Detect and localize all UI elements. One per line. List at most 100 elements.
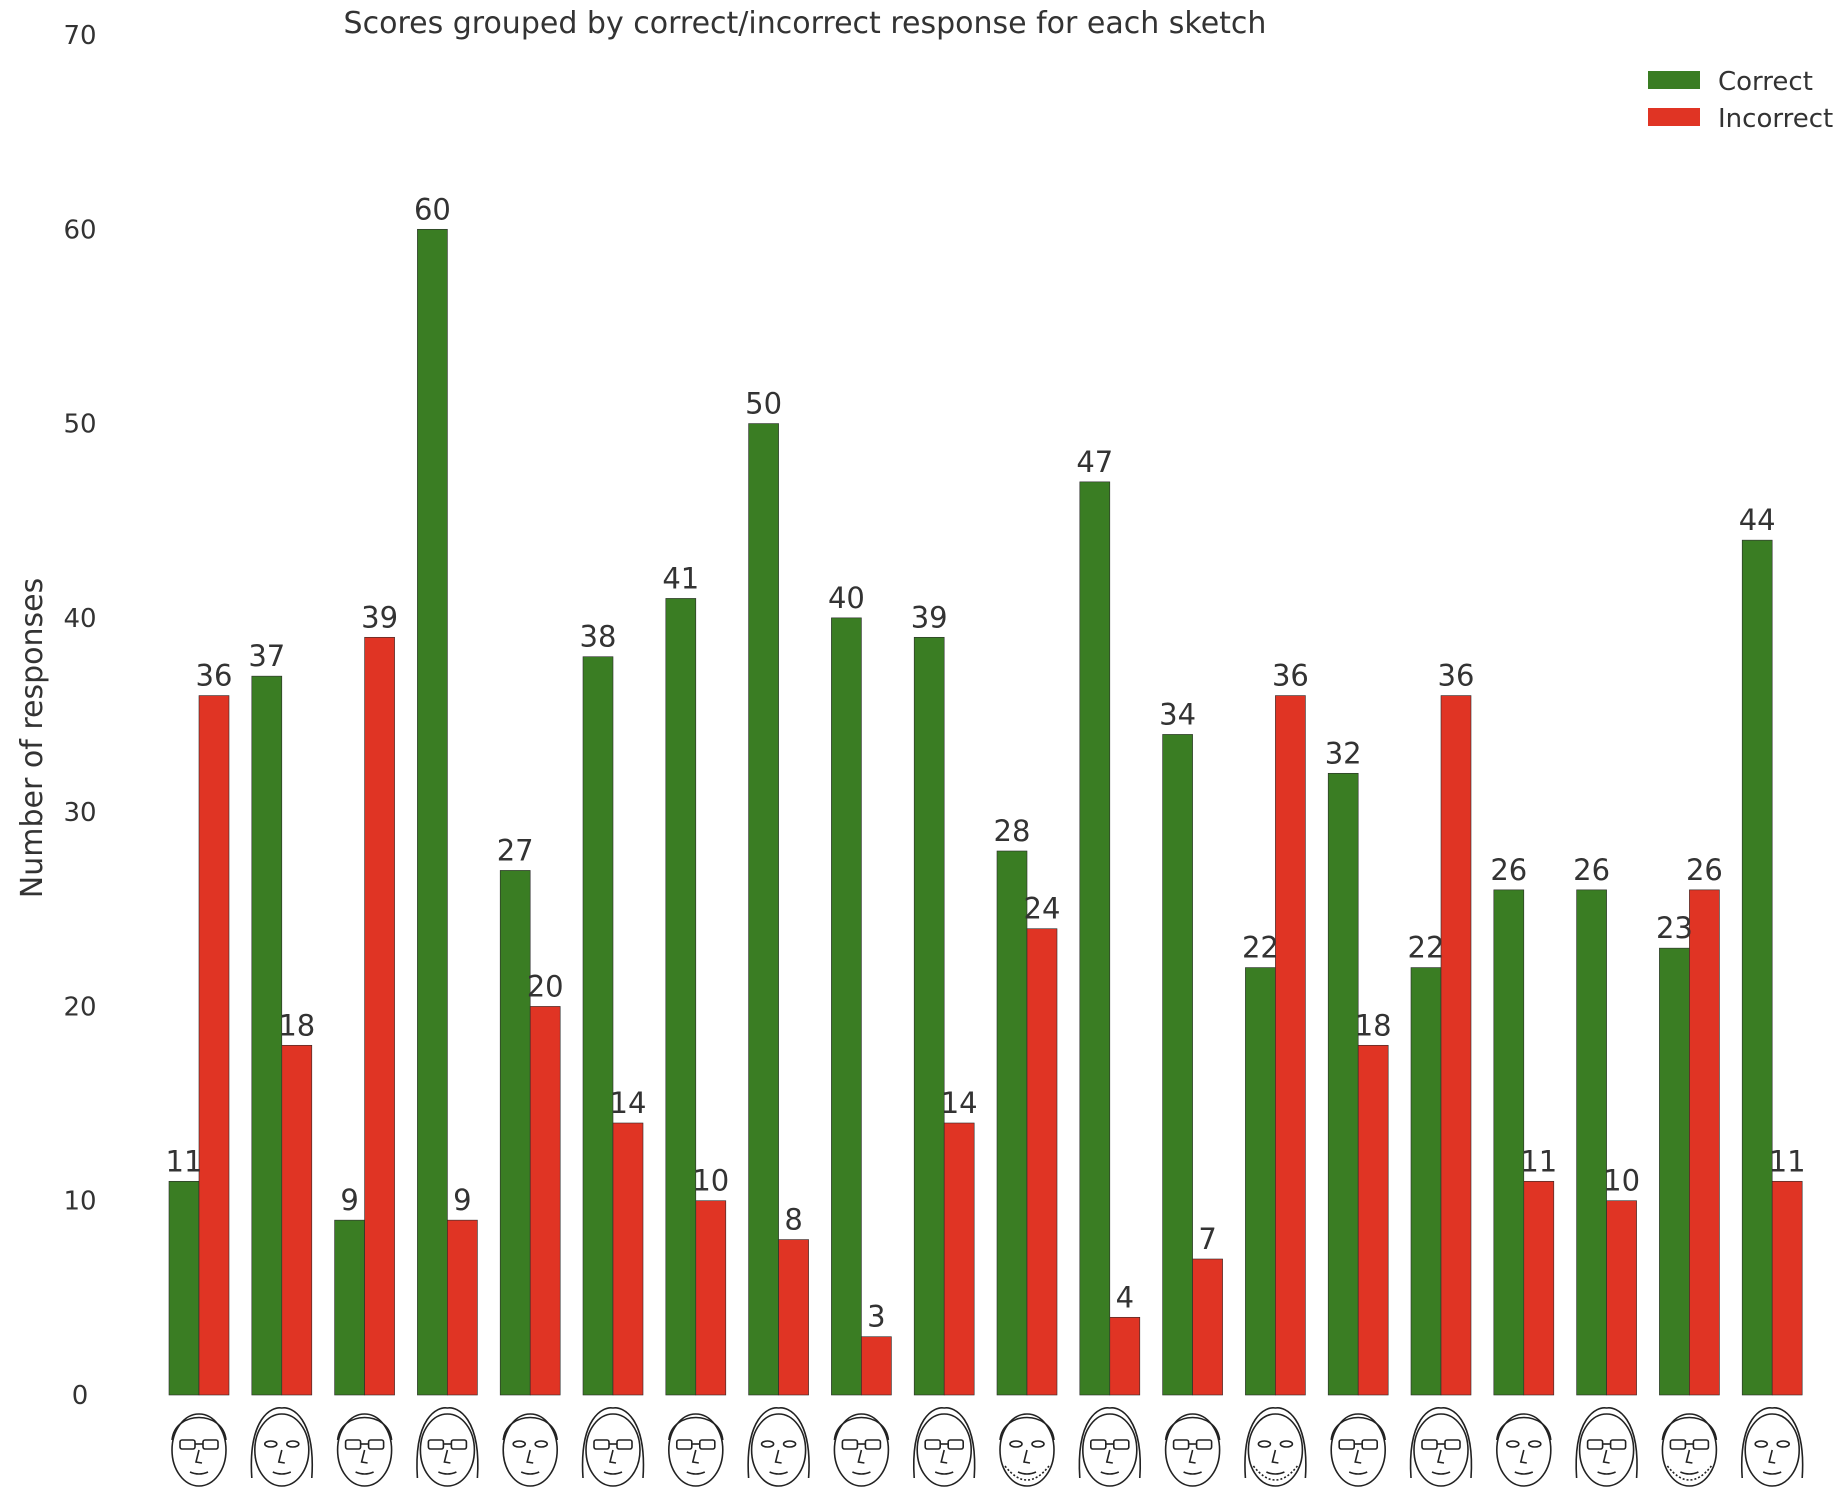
- value-label-incorrect-2: 18: [278, 1008, 315, 1042]
- sketch-face-icon: [833, 1413, 890, 1487]
- x-axis-sketches: [171, 1407, 1804, 1487]
- bar-correct-4: [417, 228, 448, 1396]
- y-tick-label: 60: [63, 215, 96, 245]
- bar-correct-16: [1410, 967, 1442, 1396]
- sketch-face-icon: [1164, 1413, 1221, 1487]
- bar-correct-6: [582, 656, 614, 1396]
- bar-incorrect-18: [1606, 1200, 1637, 1396]
- value-label-incorrect-12: 4: [1116, 1280, 1134, 1314]
- value-label-correct-7: 41: [662, 561, 699, 595]
- sketch-face-icon: [1330, 1413, 1386, 1487]
- value-label-incorrect-11: 24: [1024, 892, 1061, 926]
- legend-label-correct: Correct: [1718, 67, 1813, 97]
- bar-correct-14: [1245, 967, 1276, 1396]
- legend-label-incorrect: Incorrect: [1718, 104, 1833, 134]
- chart-title: Scores grouped by correct/incorrect resp…: [344, 6, 1267, 41]
- bar-incorrect-13: [1192, 1258, 1223, 1396]
- bar-incorrect-14: [1275, 695, 1306, 1396]
- bar-incorrect-7: [695, 1200, 727, 1396]
- bar-correct-5: [499, 870, 531, 1396]
- value-label-correct-16: 22: [1408, 931, 1445, 965]
- bar-correct-19: [1659, 947, 1690, 1396]
- sketch-face-icon: [502, 1413, 559, 1487]
- sketch-face-icon: [667, 1413, 724, 1487]
- sketch-face-icon: [1575, 1407, 1638, 1487]
- sketch-face-icon: [336, 1413, 393, 1487]
- bar-incorrect-10: [943, 1122, 975, 1396]
- sketch-face-icon: [1078, 1407, 1142, 1487]
- value-label-correct-9: 40: [828, 581, 865, 615]
- value-label-incorrect-8: 8: [784, 1203, 802, 1237]
- value-label-incorrect-3: 39: [361, 600, 398, 634]
- bar-correct-2: [251, 675, 283, 1396]
- bar-correct-3: [334, 1219, 365, 1396]
- bar-incorrect-2: [281, 1044, 313, 1396]
- sketch-face-icon: [999, 1413, 1055, 1487]
- bar-correct-8: [748, 423, 779, 1396]
- bar-correct-9: [831, 617, 862, 1396]
- bar-incorrect-20: [1771, 1180, 1803, 1396]
- value-label-incorrect-4: 9: [453, 1183, 471, 1217]
- sketch-face-icon: [1661, 1413, 1718, 1487]
- bar-incorrect-4: [447, 1219, 478, 1396]
- sketch-face-icon: [171, 1413, 227, 1487]
- value-label-incorrect-9: 3: [867, 1300, 885, 1334]
- bar-incorrect-5: [529, 1006, 561, 1396]
- value-label-correct-20: 44: [1739, 503, 1776, 537]
- bar-correct-13: [1162, 734, 1193, 1396]
- value-label-correct-12: 47: [1076, 445, 1113, 479]
- bar-incorrect-8: [778, 1239, 809, 1396]
- value-label-incorrect-10: 14: [941, 1086, 978, 1120]
- bar-correct-11: [996, 850, 1028, 1396]
- value-label-incorrect-7: 10: [692, 1164, 729, 1198]
- value-label-incorrect-14: 36: [1272, 659, 1309, 693]
- value-label-incorrect-19: 26: [1686, 853, 1723, 887]
- y-tick-label: 10: [63, 1187, 96, 1217]
- y-axis-label: Number of responses: [15, 578, 50, 898]
- value-labels: 11 36 37 18 9 39 60 9 27 20 38 14 41 10 50 8 40 3 39 14 28 24…: [166, 192, 1806, 1333]
- bar-incorrect-9: [861, 1336, 892, 1396]
- bar-incorrect-19: [1689, 889, 1720, 1396]
- bar-incorrect-16: [1440, 695, 1472, 1396]
- sketch-face-icon: [1244, 1407, 1307, 1487]
- value-label-incorrect-1: 36: [196, 659, 233, 693]
- value-label-correct-19: 23: [1656, 911, 1693, 945]
- legend: Correct Incorrect: [1648, 67, 1833, 134]
- sketch-face-icon: [416, 1407, 479, 1487]
- y-tick-label: 70: [63, 21, 96, 51]
- bar-incorrect-12: [1109, 1316, 1141, 1396]
- sketch-face-icon: [1409, 1407, 1473, 1487]
- value-label-correct-14: 22: [1242, 931, 1279, 965]
- bar-correct-17: [1493, 889, 1525, 1396]
- sketch-face-icon: [747, 1407, 810, 1487]
- value-label-correct-6: 38: [580, 620, 617, 654]
- value-label-correct-13: 34: [1159, 697, 1196, 731]
- value-label-correct-5: 27: [497, 833, 534, 867]
- value-label-correct-8: 50: [745, 387, 782, 421]
- value-label-correct-2: 37: [248, 639, 285, 673]
- value-label-incorrect-13: 7: [1198, 1222, 1216, 1256]
- sketch-face-icon: [1496, 1413, 1552, 1487]
- bar-incorrect-11: [1026, 928, 1058, 1396]
- value-label-correct-18: 26: [1573, 853, 1610, 887]
- y-tick-label: 0: [72, 1381, 89, 1411]
- value-label-correct-17: 26: [1490, 853, 1527, 887]
- y-axis-ticks: 0 10 20 30 40 50 60 70: [63, 21, 96, 1411]
- bars: [168, 228, 1803, 1396]
- value-label-correct-11: 28: [994, 814, 1031, 848]
- sketch-face-icon: [1740, 1407, 1804, 1487]
- bar-incorrect-1: [198, 695, 230, 1396]
- bar-correct-18: [1576, 889, 1607, 1396]
- value-label-correct-3: 9: [340, 1183, 358, 1217]
- value-label-correct-10: 39: [911, 600, 948, 634]
- value-label-correct-15: 32: [1325, 736, 1362, 770]
- y-tick-label: 40: [63, 604, 96, 634]
- bar-incorrect-17: [1523, 1180, 1555, 1396]
- value-label-incorrect-15: 18: [1355, 1008, 1392, 1042]
- value-label-correct-1: 11: [166, 1144, 203, 1178]
- sketch-face-icon: [581, 1407, 645, 1487]
- bar-incorrect-6: [612, 1122, 644, 1396]
- value-label-incorrect-6: 14: [610, 1086, 647, 1120]
- legend-swatch-incorrect: [1648, 108, 1700, 126]
